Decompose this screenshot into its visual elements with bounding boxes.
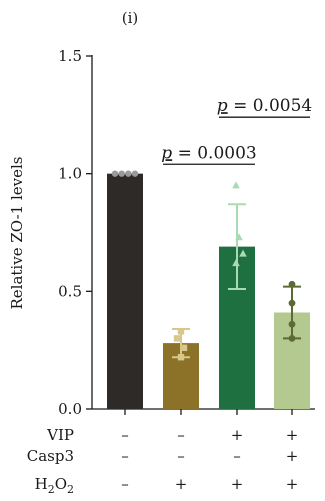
- data-point: [180, 344, 188, 352]
- y-tick-label: 0.5: [58, 282, 82, 300]
- bars: [107, 173, 310, 409]
- p-value-label: p = 0.0003: [161, 143, 256, 163]
- treatment-sign: +: [175, 475, 188, 493]
- p-value: = 0.0054: [228, 96, 313, 116]
- row-label-subscript: 2: [48, 483, 55, 496]
- treatment-sign: +: [231, 475, 244, 493]
- data-point: [177, 328, 185, 335]
- treatment-row-label: Casp3: [27, 447, 74, 465]
- bar: [107, 173, 143, 409]
- p-symbol: p: [217, 96, 228, 116]
- data-point: [288, 335, 296, 342]
- y-axis-label: Relative ZO-1 levels: [8, 156, 26, 309]
- data-point: [235, 233, 243, 241]
- data-point: [111, 170, 119, 177]
- data-point: [177, 354, 185, 361]
- data-point: [232, 181, 240, 189]
- error-bars: [172, 203, 301, 359]
- treatment-row-label: H2O2: [35, 475, 74, 496]
- row-label-subscript: 2: [67, 483, 74, 496]
- data-point: [125, 170, 132, 177]
- row-label-text: VIP: [46, 426, 74, 444]
- treatment-sign: –: [121, 475, 129, 493]
- y-tick-label: 1.5: [58, 47, 82, 65]
- treatment-sign: –: [121, 447, 129, 465]
- data-point: [288, 320, 296, 328]
- row-label-text: H: [35, 475, 48, 493]
- data-point: [118, 170, 125, 177]
- y-tick-label: 0.0: [58, 400, 82, 418]
- row-label-text: O: [55, 475, 67, 493]
- p-value: = 0.0003: [172, 143, 257, 163]
- p-value-label: p = 0.0054: [217, 96, 312, 116]
- data-point: [232, 259, 240, 267]
- data-point: [288, 299, 296, 307]
- p-symbol: p: [161, 143, 172, 163]
- treatment-sign: –: [121, 426, 129, 444]
- data-point: [131, 170, 139, 177]
- treatment-sign: +: [231, 426, 244, 444]
- data-points: [111, 170, 296, 361]
- treatment-sign: –: [177, 447, 185, 465]
- data-point: [288, 280, 296, 288]
- y-tick-label: 1.0: [58, 165, 82, 183]
- treatment-sign: +: [286, 447, 299, 465]
- treatment-sign: –: [233, 447, 241, 465]
- treatment-sign: –: [177, 426, 185, 444]
- treatment-table: VIP – – + +Casp3– – – +H2O2– + + +: [27, 426, 299, 496]
- treatment-sign: +: [286, 475, 299, 493]
- data-point: [239, 249, 247, 257]
- panel-label: (i): [122, 9, 139, 27]
- treatment-row-label: VIP: [46, 426, 74, 444]
- treatment-sign: +: [286, 426, 299, 444]
- row-label-text: Casp3: [27, 447, 74, 465]
- data-point: [173, 335, 181, 342]
